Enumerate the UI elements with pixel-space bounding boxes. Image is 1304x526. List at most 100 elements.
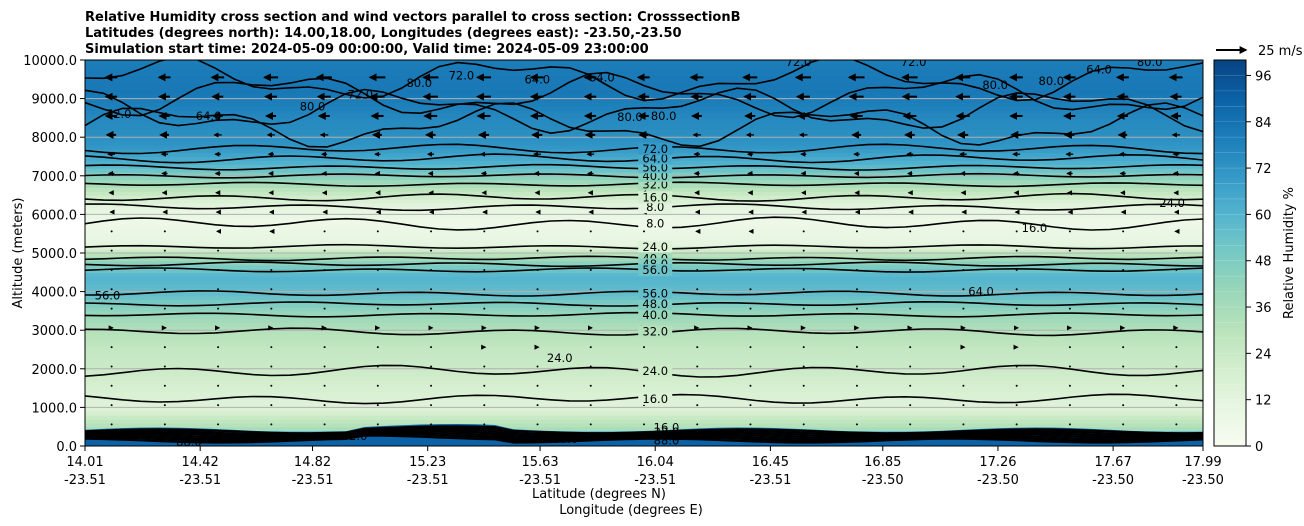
contour-line-upper bbox=[85, 71, 1203, 119]
contour-label-bg bbox=[638, 365, 673, 378]
wind-vector bbox=[483, 288, 486, 291]
colorbar-tick-label: 72 bbox=[1255, 162, 1272, 177]
rh-band bbox=[85, 376, 1203, 381]
colorbar-tick-label: 0 bbox=[1255, 440, 1263, 455]
wind-vector bbox=[855, 249, 858, 252]
wind-vector bbox=[483, 384, 486, 387]
x-tick-label-lat: 17.67 bbox=[1095, 455, 1132, 470]
wind-reference-label: 25 m/s bbox=[1258, 44, 1303, 59]
wind-vector bbox=[1175, 268, 1178, 271]
wind-vector bbox=[962, 268, 965, 271]
contour-label: 72.0 bbox=[106, 107, 132, 121]
wind-vector bbox=[217, 346, 220, 349]
rh-band bbox=[85, 283, 1203, 289]
wind-vector bbox=[323, 249, 326, 252]
wind-vector bbox=[110, 249, 113, 252]
contour-label: 80.0 bbox=[406, 76, 432, 90]
wind-vector bbox=[1068, 249, 1071, 252]
wind-vector bbox=[855, 346, 858, 349]
y-axis-label: Altitude (meters) bbox=[11, 198, 26, 309]
wind-vector bbox=[110, 288, 113, 291]
wind-vector bbox=[430, 404, 433, 407]
colorbar-label: Relative Humidity % bbox=[1282, 187, 1297, 319]
x-tick-label-lon: -23.51 bbox=[292, 473, 334, 488]
wind-vector bbox=[430, 268, 433, 271]
wind-vector bbox=[536, 288, 539, 291]
y-tick-label: 0.0 bbox=[56, 440, 77, 455]
contour-labels: 8.08.016.016.024.024.032.032.040.040.040… bbox=[95, 60, 1185, 449]
wind-vector bbox=[1068, 346, 1071, 349]
wind-vector bbox=[802, 307, 805, 310]
wind-vector bbox=[110, 230, 113, 233]
contour-label: 24.0 bbox=[547, 351, 573, 365]
wind-vector bbox=[696, 365, 699, 368]
wind-vector bbox=[323, 346, 326, 349]
x-tick-label-lat: 15.63 bbox=[521, 455, 558, 470]
wind-vector bbox=[696, 307, 699, 310]
contour-label: 80.0 bbox=[617, 110, 643, 124]
wind-vector bbox=[696, 288, 699, 291]
contour-label: 32.0 bbox=[342, 429, 368, 443]
colorbar-tick-label: 60 bbox=[1255, 208, 1272, 223]
contour-label: 88.0 bbox=[176, 435, 202, 449]
y-tick-label: 4000.0 bbox=[32, 286, 78, 301]
colorbar: 0 12 24 36 48 60 72 84 96 Relative Humidity % bbox=[1213, 59, 1297, 455]
rh-band bbox=[85, 276, 1203, 281]
wind-vector bbox=[589, 268, 592, 271]
wind-vector bbox=[909, 404, 912, 407]
rh-band bbox=[85, 318, 1203, 324]
rh-band bbox=[85, 121, 1203, 127]
chart-title: Relative Humidity cross section and wind… bbox=[85, 10, 741, 57]
wind-vector bbox=[323, 307, 326, 310]
wind-vector bbox=[536, 423, 539, 426]
wind-vector bbox=[323, 423, 326, 426]
rh-band bbox=[85, 87, 1203, 92]
wind-vector bbox=[1122, 404, 1125, 407]
contour-label: 64.0 bbox=[196, 109, 222, 123]
contour-label: 32.0 bbox=[642, 325, 668, 339]
surface-moist-layer bbox=[85, 424, 1203, 446]
wind-vector bbox=[536, 365, 539, 368]
wind-vector bbox=[217, 268, 220, 271]
wind-vector bbox=[163, 249, 166, 252]
wind-vector bbox=[217, 384, 220, 387]
wind-vector bbox=[217, 249, 220, 252]
contour-label: 72.0 bbox=[347, 88, 373, 102]
x-tick-label-lon: -23.50 bbox=[977, 473, 1019, 488]
wind-vector bbox=[589, 307, 592, 310]
wind-vector bbox=[483, 230, 486, 233]
contour-label-bg bbox=[638, 263, 673, 276]
wind-vector bbox=[430, 249, 433, 252]
wind-vector bbox=[1175, 365, 1178, 368]
y-tick-label: 8000.0 bbox=[32, 131, 78, 146]
wind-vector bbox=[323, 268, 326, 271]
rh-band bbox=[85, 411, 1203, 416]
wind-vector bbox=[962, 307, 965, 310]
wind-vector bbox=[855, 307, 858, 310]
wind-vector bbox=[962, 365, 965, 368]
y-tick-label: 6000.0 bbox=[32, 208, 78, 223]
contour-label: 56.0 bbox=[642, 263, 668, 277]
wind-vector bbox=[1122, 307, 1125, 310]
y-tick-label: 1000.0 bbox=[32, 401, 78, 416]
contour-label: 64.0 bbox=[654, 429, 680, 443]
wind-vector bbox=[589, 230, 592, 233]
contour-label: 24.0 bbox=[642, 364, 668, 378]
wind-vector bbox=[802, 384, 805, 387]
x-tick-label-lon: -23.51 bbox=[64, 473, 106, 488]
contour-label-bg bbox=[638, 308, 673, 321]
wind-vector bbox=[749, 268, 752, 271]
wind-vectors bbox=[104, 73, 1183, 426]
wind-vector bbox=[1175, 404, 1178, 407]
wind-vector bbox=[1122, 423, 1125, 426]
rh-band bbox=[85, 388, 1203, 393]
y-tick-label: 7000.0 bbox=[32, 170, 78, 185]
wind-vector bbox=[270, 346, 273, 349]
wind-vector bbox=[323, 288, 326, 291]
wind-vector bbox=[163, 365, 166, 368]
wind-vector bbox=[802, 230, 805, 233]
wind-vector bbox=[430, 307, 433, 310]
wind-vector bbox=[110, 423, 113, 426]
x-tick-label-lon: -23.50 bbox=[1182, 473, 1224, 488]
wind-vector bbox=[1068, 423, 1071, 426]
